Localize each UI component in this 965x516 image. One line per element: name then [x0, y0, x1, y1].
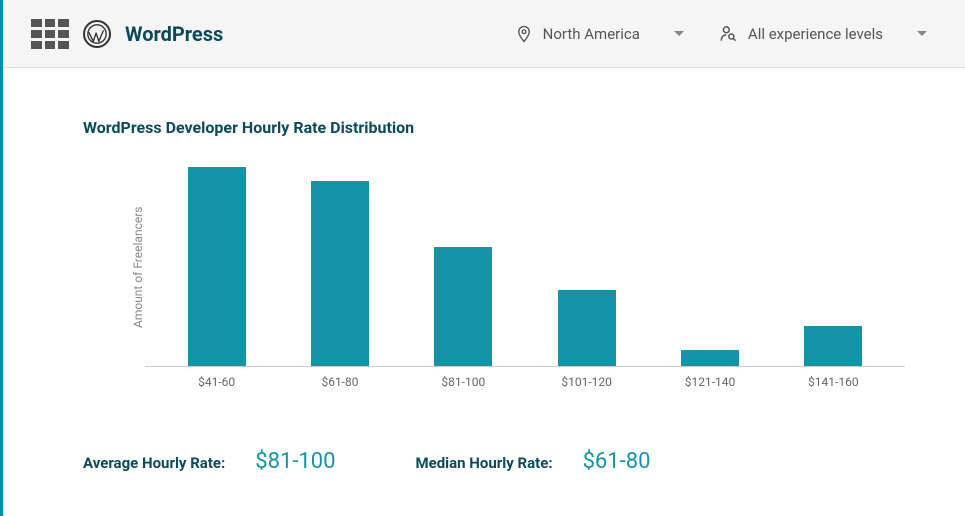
x-tick-label: $141-160 [804, 375, 862, 389]
median-rate-value: $61-80 [583, 449, 651, 474]
x-tick-label: $101-120 [558, 375, 616, 389]
chevron-down-icon [674, 31, 684, 36]
region-dropdown[interactable]: North America [505, 18, 694, 50]
chart-bar [804, 326, 862, 366]
average-rate-value: $81-100 [255, 449, 335, 474]
stats-row: Average Hourly Rate: $81-100 Median Hour… [83, 449, 905, 474]
y-axis-label: Amount of Freelancers [123, 167, 145, 367]
median-rate-stat: Median Hourly Rate: $61-80 [416, 449, 651, 474]
brand-title: WordPress [125, 22, 223, 46]
chart-bars [145, 167, 905, 367]
wordpress-logo-icon [83, 20, 111, 48]
region-label: North America [543, 25, 640, 43]
header: WordPress North America All experience l… [3, 0, 965, 68]
person-search-icon [718, 24, 738, 44]
x-tick-label: $41-60 [188, 375, 246, 389]
x-tick-label: $81-100 [434, 375, 492, 389]
average-rate-label: Average Hourly Rate: [83, 454, 225, 472]
x-axis-labels: $41-60 $61-80 $81-100 $101-120 $121-140 $141-… [145, 367, 905, 389]
chevron-down-icon [917, 31, 927, 36]
x-tick-label: $121-140 [681, 375, 739, 389]
chart-bar [681, 350, 739, 366]
chart-bar [188, 167, 246, 366]
experience-label: All experience levels [748, 25, 883, 43]
location-pin-icon [515, 24, 533, 44]
average-rate-stat: Average Hourly Rate: $81-100 [83, 449, 336, 474]
chart-bar [311, 181, 369, 366]
content: WordPress Developer Hourly Rate Distribu… [3, 68, 965, 474]
median-rate-label: Median Hourly Rate: [416, 454, 553, 472]
chart-bar [434, 247, 492, 366]
grid-menu-icon[interactable] [31, 19, 69, 49]
chart-bar [558, 290, 616, 366]
x-tick-label: $61-80 [311, 375, 369, 389]
experience-dropdown[interactable]: All experience levels [708, 18, 937, 50]
rate-distribution-chart: Amount of Freelancers $41-60 $61-80 $81-10… [123, 167, 905, 389]
chart-title: WordPress Developer Hourly Rate Distribu… [83, 118, 905, 137]
